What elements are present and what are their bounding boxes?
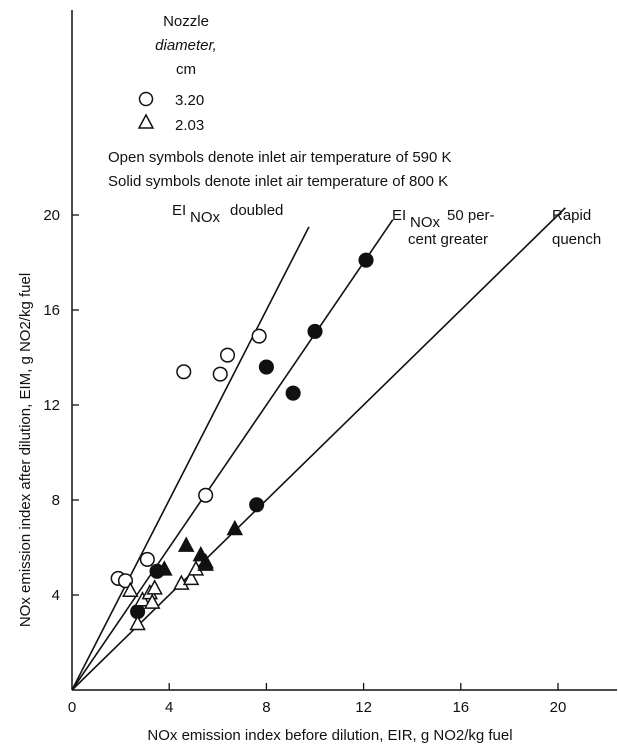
- open-triangle-point: [143, 593, 161, 609]
- open-triangle-point: [122, 581, 139, 597]
- solid-circle-point: [258, 359, 274, 375]
- solid-circle-point: [249, 497, 265, 513]
- y-tick-label: 4: [52, 587, 60, 604]
- legend: Nozzle diameter, cm 3.20 2.03: [137, 13, 217, 134]
- open-triangle-point: [129, 614, 146, 631]
- data-points: [110, 252, 374, 631]
- open-circle-point: [251, 328, 267, 344]
- x-tick-label: 4: [165, 699, 173, 716]
- label-doubled-sub: NOx: [190, 209, 221, 226]
- label-doubled: EI NOx doubled: [172, 202, 283, 226]
- open-circle-point: [117, 573, 134, 589]
- y-axis-title: NOx emission index after dilution, EIM, …: [17, 273, 34, 627]
- y-tick-label: 20: [43, 207, 60, 224]
- legend-title-3: cm: [176, 61, 196, 78]
- legend-title-2: diameter,: [155, 37, 217, 54]
- solid-circle-point: [358, 252, 374, 268]
- x-tick-label: 8: [262, 699, 270, 716]
- solid-circle-point: [285, 385, 301, 401]
- x-tick-label: 20: [550, 699, 567, 716]
- label-fifty-sub: NOx: [410, 214, 441, 231]
- x-tick-label: 12: [355, 699, 372, 716]
- solid-triangle-point: [226, 519, 244, 536]
- label-fifty-ei: EI: [392, 207, 406, 224]
- legend-triangle-marker: [137, 113, 155, 129]
- label-fifty-rest: 50 per-: [447, 207, 495, 224]
- axis-ticks: 0 4 8 12 16 20 4 8 12 16 20: [43, 207, 566, 716]
- solid-triangle-point: [156, 560, 173, 576]
- legend-circle-marker: [138, 91, 154, 107]
- y-tick-label: 16: [43, 302, 60, 319]
- reference-line-3: [71, 207, 566, 691]
- reference-lines: [71, 207, 566, 691]
- legend-title-1: Nozzle: [163, 13, 209, 30]
- open-circle-point: [176, 364, 192, 380]
- label-rapid-1: Rapid: [552, 207, 591, 224]
- label-rapid-2: quench: [552, 231, 601, 248]
- solid-triangle-point: [192, 546, 210, 562]
- x-tick-label: 0: [68, 699, 76, 716]
- legend-triangle-label: 2.03: [175, 117, 204, 134]
- open-circle-point: [212, 366, 228, 382]
- label-fifty: EI NOx 50 per- cent greater: [392, 207, 495, 248]
- label-fifty-line2: cent greater: [408, 231, 488, 248]
- label-doubled-rest: doubled: [230, 202, 283, 219]
- note-solid-symbols: Solid symbols denote inlet air temperatu…: [108, 173, 448, 190]
- note-open-symbols: Open symbols denote inlet air temperatur…: [108, 149, 452, 166]
- reference-line-2: [71, 219, 394, 691]
- legend-circle-label: 3.20: [175, 92, 204, 109]
- label-doubled-ei: EI: [172, 202, 186, 219]
- x-axis-title: NOx emission index before dilution, EIR,…: [147, 727, 512, 744]
- open-circle-point: [139, 551, 155, 567]
- y-tick-label: 12: [43, 397, 60, 414]
- y-tick-label: 8: [52, 492, 60, 509]
- open-circle-point: [198, 487, 214, 503]
- open-triangle-point: [146, 579, 163, 595]
- x-tick-label: 16: [452, 699, 469, 716]
- open-circle-point: [219, 347, 236, 363]
- solid-triangle-point: [177, 536, 195, 552]
- reference-line-1: [71, 226, 310, 691]
- solid-triangle-point: [197, 555, 214, 571]
- open-triangle-point: [182, 569, 200, 586]
- solid-circle-point: [307, 323, 323, 339]
